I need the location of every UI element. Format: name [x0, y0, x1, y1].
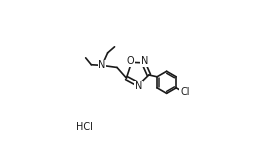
Text: HCl: HCl: [76, 123, 92, 133]
Text: Cl: Cl: [180, 87, 190, 97]
Text: O: O: [127, 56, 134, 66]
Text: N: N: [141, 56, 148, 66]
Text: N: N: [135, 82, 142, 91]
Text: N: N: [98, 60, 106, 70]
